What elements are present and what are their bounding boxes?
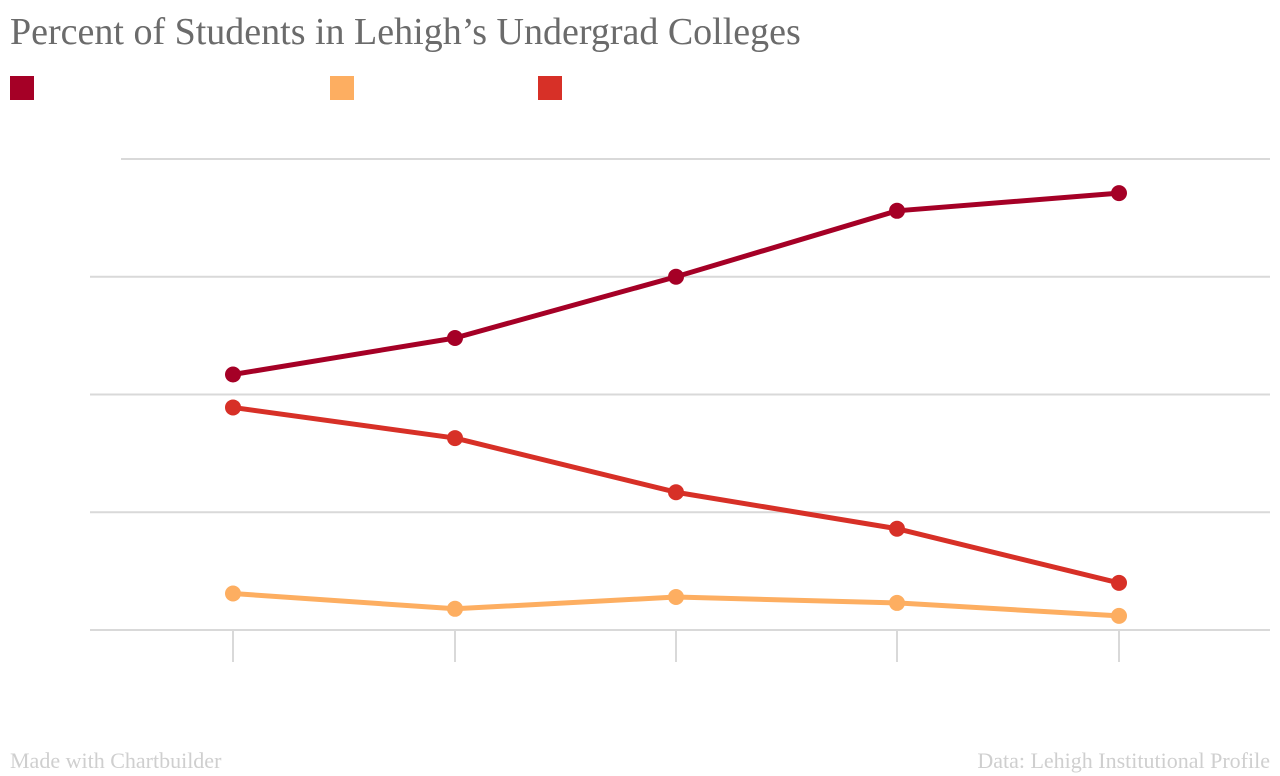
- series-3-point: [889, 520, 905, 537]
- series-2-point: [889, 594, 905, 611]
- series-3-point: [668, 484, 684, 501]
- legend-swatch: [10, 76, 34, 100]
- series-1-point: [889, 202, 905, 219]
- footer-source: Data: Lehigh Institutional Profile: [977, 748, 1270, 773]
- series-1-point: [225, 366, 241, 383]
- legend-item-3: [538, 76, 562, 100]
- series-2-point: [668, 589, 684, 606]
- legend: [10, 76, 1270, 100]
- series-1-point: [1111, 185, 1127, 202]
- series-1-point: [447, 329, 463, 346]
- footer-credit: Made with Chartbuilder: [10, 748, 222, 773]
- series-1-point: [668, 268, 684, 285]
- series-3-point: [1111, 574, 1127, 591]
- series-3-point: [447, 430, 463, 447]
- series-2-point: [447, 600, 463, 617]
- legend-item-1: [10, 76, 34, 100]
- legend-item-2: [330, 76, 354, 100]
- chart-title: Percent of Students in Lehigh’s Undergra…: [10, 11, 801, 53]
- legend-swatch: [330, 76, 354, 100]
- series-3-point: [225, 399, 241, 416]
- series-2-point: [1111, 607, 1127, 624]
- series-2-point: [225, 585, 241, 602]
- legend-swatch: [538, 76, 562, 100]
